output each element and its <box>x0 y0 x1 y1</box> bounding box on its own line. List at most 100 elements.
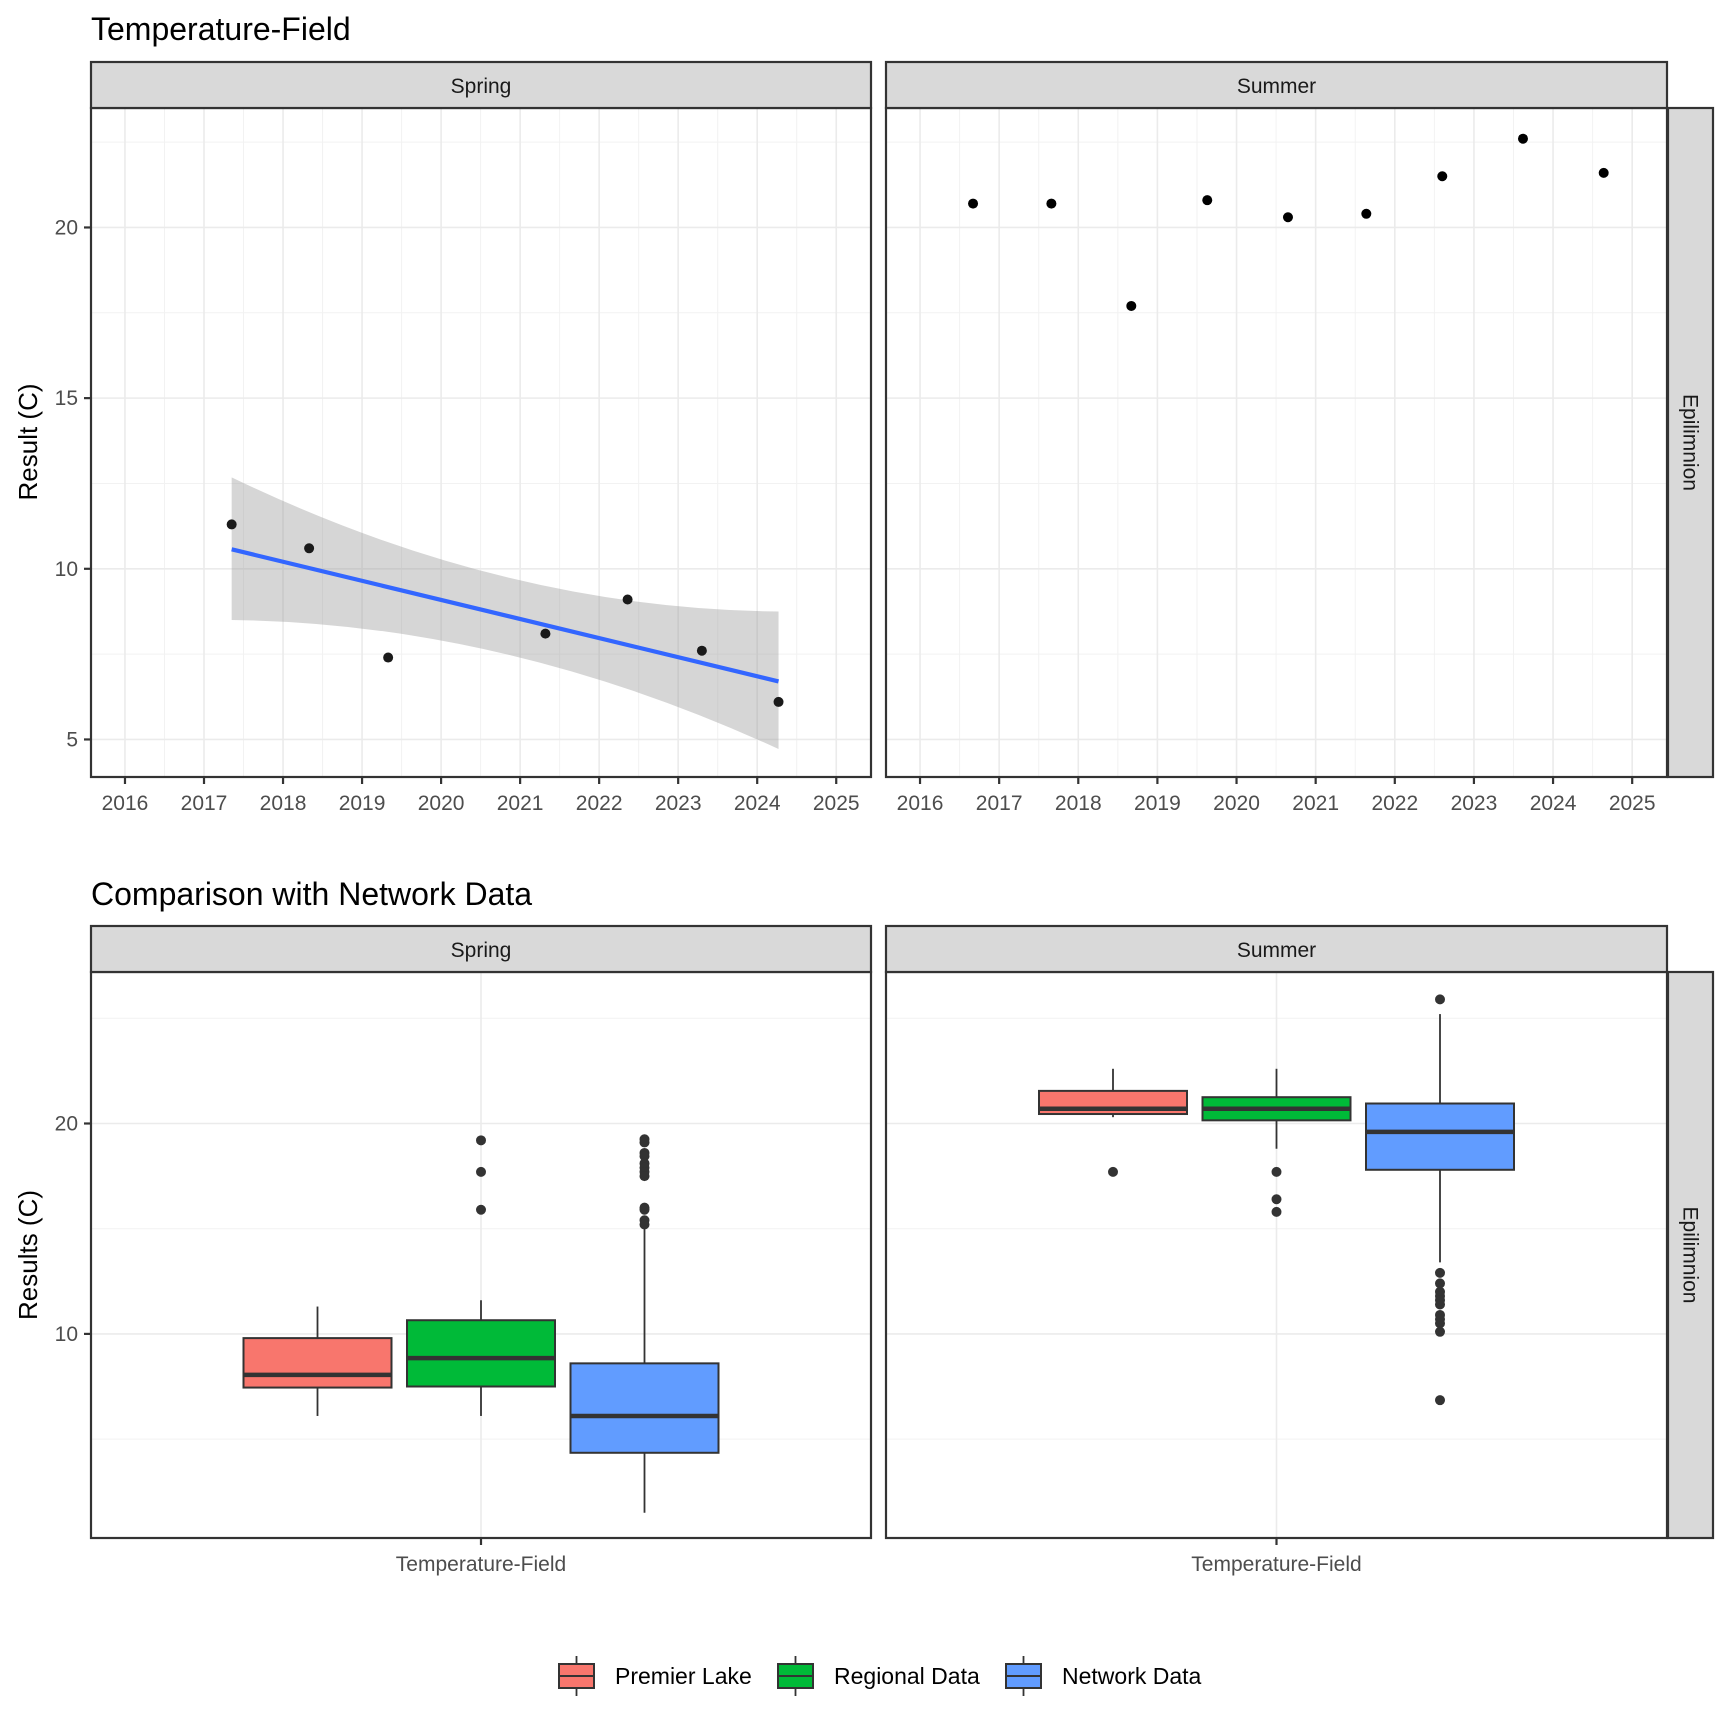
facet-strip-label: Epilimnion <box>1679 394 1702 491</box>
x-tick-label: 2018 <box>1055 792 1102 815</box>
y-axis-label-bottom: Results (C) <box>13 1190 43 1320</box>
facet-strip-summer <box>884 924 1669 974</box>
facet-strip-epilimnion <box>1666 970 1715 1540</box>
legend-item-regional-data: Regional Data <box>777 1656 980 1696</box>
x-tick-label: 2021 <box>1292 792 1339 815</box>
data-point <box>1517 133 1528 144</box>
x-tick-label: 2024 <box>1530 792 1577 815</box>
legend: Premier Lake Regional Data Network Data <box>558 1656 1202 1696</box>
y-tick-label: 10 <box>55 1323 78 1346</box>
data-point <box>696 645 707 656</box>
box-iqr <box>569 1362 720 1454</box>
x-tick-label: 2022 <box>576 792 623 815</box>
data-point <box>1126 300 1137 311</box>
panel-spring-bottom: Spring Temperature-Field 10 20 <box>55 924 873 1576</box>
x-tick-label: 2022 <box>1371 792 1418 815</box>
x-tick-label: Temperature-Field <box>396 1553 566 1576</box>
boxplot-network-data <box>569 1134 720 1513</box>
legend-label: Premier Lake <box>615 1663 752 1689</box>
outlier-point <box>639 1137 650 1148</box>
outlier-point <box>476 1166 486 1177</box>
outlier-point <box>639 1219 650 1230</box>
x-tick-label: 2020 <box>1213 792 1260 815</box>
boxplot-regional-data <box>406 1135 556 1416</box>
data-point <box>383 652 394 663</box>
y-tick-label: 10 <box>55 558 78 581</box>
x-tick-label: 2017 <box>976 792 1023 815</box>
x-tick-label: 2019 <box>339 792 386 815</box>
top-panels: Spring 2016 2017 2018 2019 2020 2021 2022 2023 20… <box>55 60 1715 815</box>
trend-line <box>231 547 780 684</box>
figure-title-bottom: Comparison with Network Data <box>91 876 532 912</box>
data-point <box>1046 198 1057 209</box>
outlier-point <box>1271 1166 1282 1177</box>
bottom-panels: Spring Temperature-Field 10 20 Summer Tempera… <box>55 924 1715 1576</box>
panel-summer-bottom: Summer Temperature-Field <box>884 924 1669 1576</box>
boxplot-network-data <box>1365 994 1515 1406</box>
facet-strip-label: Spring <box>451 939 512 962</box>
legend-label: Network Data <box>1062 1663 1202 1689</box>
panel-spring-top: Spring 2016 2017 2018 2019 2020 2021 2022 2023 20… <box>55 60 873 815</box>
legend-item-premier-lake: Premier Lake <box>558 1656 752 1696</box>
data-point <box>968 198 979 209</box>
outlier-point <box>1271 1194 1282 1205</box>
outlier-point <box>476 1204 486 1215</box>
outlier-point <box>1435 1299 1445 1310</box>
y-tick-label: 15 <box>55 387 78 410</box>
data-point <box>1598 167 1609 178</box>
boxplot-premier-lake <box>242 1306 393 1416</box>
data-point <box>1282 212 1293 223</box>
boxplot-regional-data <box>1201 1068 1352 1217</box>
y-tick-label: 5 <box>66 728 78 751</box>
facet-strip-spring <box>89 924 873 974</box>
x-tick-label: 2018 <box>260 792 307 815</box>
confidence-band <box>231 477 779 750</box>
outlier-point <box>1271 1206 1282 1217</box>
x-tick-label: 2025 <box>1609 792 1656 815</box>
data-point <box>622 594 633 605</box>
data-point <box>1202 195 1213 206</box>
legend-item-network-data: Network Data <box>1005 1656 1202 1696</box>
row-strip-top: Epilimnion <box>1666 106 1715 779</box>
outlier-point <box>1435 1267 1445 1278</box>
x-tick-label: 2017 <box>181 792 228 815</box>
facet-strip-label: Summer <box>1237 75 1316 98</box>
y-tick-label: 20 <box>55 216 78 239</box>
outlier-point <box>1435 1326 1445 1337</box>
outlier-point <box>1108 1166 1118 1177</box>
x-tick-label: Temperature-Field <box>1191 1553 1361 1576</box>
panel-summer-top: Summer 2016 2017 2018 2019 2020 2021 2022 2023 20… <box>884 60 1669 815</box>
x-tick-label: 2025 <box>813 792 860 815</box>
facet-strip-summer <box>884 60 1669 110</box>
facet-strip-label: Epilimnion <box>1679 1207 1702 1304</box>
box-iqr <box>406 1319 556 1388</box>
x-tick-label: 2023 <box>1451 792 1498 815</box>
x-tick-label: 2016 <box>897 792 944 815</box>
legend-label: Regional Data <box>834 1663 980 1689</box>
x-tick-label: 2020 <box>418 792 465 815</box>
temperature-field-figure: Temperature-Field Result (C) Spring 2016 2… <box>13 11 1715 815</box>
outlier-point <box>1435 1395 1445 1406</box>
x-tick-label: 2024 <box>734 792 781 815</box>
box-iqr <box>242 1337 393 1389</box>
x-tick-label: 2021 <box>497 792 544 815</box>
data-point <box>773 696 784 707</box>
row-strip-bottom: Epilimnion <box>1666 970 1715 1540</box>
boxplot-premier-lake <box>1038 1068 1188 1177</box>
outlier-point <box>1435 1278 1445 1289</box>
outlier-point <box>639 1151 650 1162</box>
data-point <box>1361 208 1372 219</box>
x-tick-label: 2019 <box>1134 792 1181 815</box>
facet-strip-epilimnion <box>1666 106 1715 779</box>
data-point <box>304 543 315 554</box>
facet-strip-spring <box>89 60 873 110</box>
outlier-point <box>476 1135 486 1146</box>
data-point <box>540 628 551 639</box>
data-point <box>226 519 237 530</box>
y-tick-label: 20 <box>55 1112 78 1135</box>
comparison-figure: Comparison with Network Data Results (C)… <box>13 876 1715 1576</box>
figure-title-top: Temperature-Field <box>91 11 351 47</box>
x-tick-label: 2016 <box>102 792 149 815</box>
y-axis-label-top: Result (C) <box>13 383 43 500</box>
facet-strip-label: Spring <box>451 75 512 98</box>
